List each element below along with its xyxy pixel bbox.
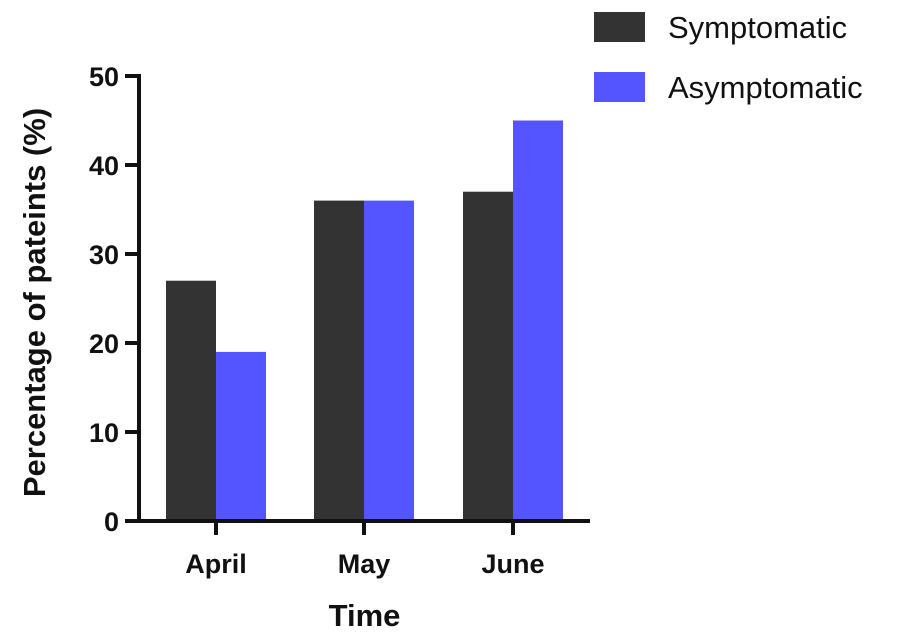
y-tick-label: 50: [89, 62, 119, 92]
x-ticks: April May June: [185, 521, 545, 579]
y-tick-label: 10: [89, 418, 119, 448]
y-tick-label: 0: [104, 507, 119, 537]
x-tick-label: June: [481, 549, 544, 579]
legend-label-symptomatic: Symptomatic: [668, 10, 847, 45]
legend-swatch-asymptomatic: [594, 72, 645, 102]
x-axis-title: Time: [329, 598, 401, 633]
x-tick-label: April: [185, 549, 247, 579]
bar-symptomatic-april: [166, 280, 216, 521]
bars-layer: [166, 120, 563, 521]
bar-symptomatic-may: [314, 200, 364, 521]
bar-asymptomatic-june: [513, 120, 563, 521]
legend-label-asymptomatic: Asymptomatic: [668, 70, 863, 105]
legend: Symptomatic Asymptomatic: [594, 10, 863, 105]
y-tick-label: 20: [89, 329, 119, 359]
y-tick-label: 40: [89, 151, 119, 181]
bar-asymptomatic-april: [216, 351, 266, 521]
y-axis-title: Percentage of pateints (%): [17, 108, 52, 497]
bar-symptomatic-june: [463, 191, 513, 521]
y-ticks: 0 10 20 30 40 50: [89, 62, 139, 537]
y-tick-label: 30: [89, 240, 119, 270]
x-tick-label: May: [338, 549, 391, 579]
bar-asymptomatic-may: [364, 200, 414, 521]
legend-swatch-symptomatic: [594, 12, 645, 42]
